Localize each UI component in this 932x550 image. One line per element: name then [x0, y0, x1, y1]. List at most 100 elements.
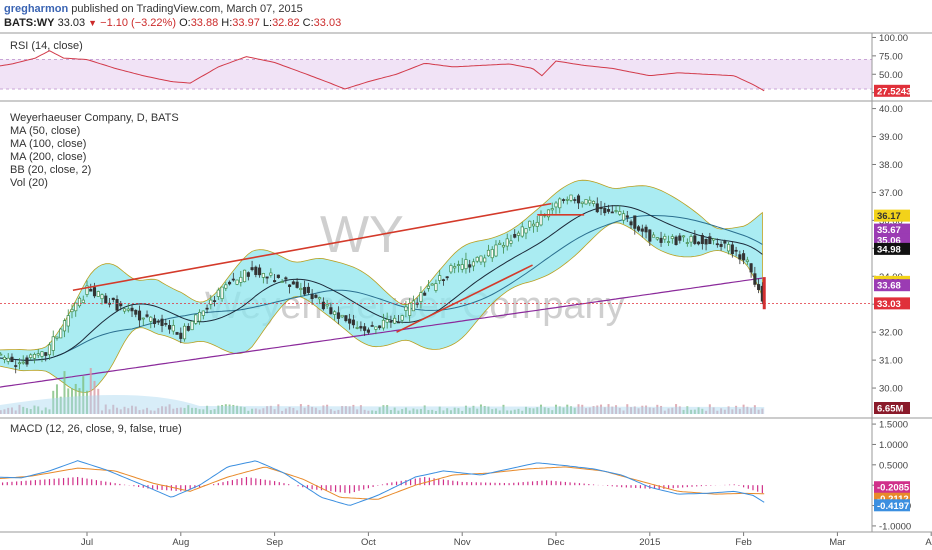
volume-bar [630, 407, 633, 414]
volume-bar [70, 388, 73, 414]
symbol[interactable]: BATS:WY [4, 17, 55, 29]
macd-tag-text: -0.4197 [877, 501, 909, 512]
volume-bar [645, 405, 648, 414]
volume-bar [303, 407, 306, 414]
candle [599, 206, 603, 210]
candle [295, 281, 299, 288]
candle [456, 264, 460, 266]
volume-bar [491, 409, 494, 414]
volume-bar [528, 407, 531, 414]
candle [411, 300, 415, 312]
volume-bar [359, 405, 362, 414]
candle [730, 244, 734, 255]
volume-bar [562, 407, 565, 414]
volume-tag-text: 6.65M [877, 404, 903, 415]
candle [550, 208, 554, 211]
volume-bar [761, 408, 764, 414]
candle [183, 325, 187, 340]
candle [659, 237, 663, 243]
volume-bar [641, 405, 644, 414]
rsi-band [0, 59, 872, 89]
volume-bar [701, 408, 704, 414]
volume-bar [502, 404, 505, 414]
macd-axis-tick-label: 1.0000 [879, 440, 908, 451]
candle [400, 315, 404, 321]
volume-bar [476, 408, 479, 414]
author-link[interactable]: gregharmon [4, 3, 69, 15]
candle [719, 244, 723, 247]
volume-bar [333, 410, 336, 414]
volume-bar [697, 407, 700, 414]
volume-bar [667, 408, 670, 414]
volume-bar [134, 406, 137, 414]
last-price: 33.03 [57, 17, 86, 29]
volume-bar [603, 407, 606, 414]
volume-bar [431, 409, 434, 414]
time-tick-label: Mar [829, 537, 845, 548]
price-axis-tick-label: 32.00 [879, 328, 903, 339]
volume-tag-bg [874, 402, 910, 414]
candle [704, 238, 708, 245]
candle [385, 319, 389, 323]
candle [535, 221, 539, 227]
volume-bar [344, 406, 347, 414]
ma50-line [0, 205, 763, 361]
quote-bar: BATS:WY 33.03 ▼ −1.10 (−3.22%) O:33.88 H… [4, 16, 341, 30]
volume-bar [78, 388, 81, 414]
candle [355, 327, 359, 329]
candle [423, 292, 427, 296]
candle [70, 308, 74, 313]
candle [145, 314, 149, 317]
candle [17, 362, 22, 365]
volume-bar [656, 404, 659, 414]
close-label: C: [302, 17, 314, 29]
rsi-title: RSI (14, close) [10, 40, 83, 52]
candle [366, 329, 370, 333]
candle [333, 311, 337, 315]
candle [89, 288, 93, 292]
candle [404, 306, 408, 311]
macd-axis-tick-label: -1.0000 [879, 521, 911, 532]
volume-bar [10, 407, 13, 414]
volume-bar [389, 409, 392, 414]
volume-bar [753, 405, 756, 414]
macd-line [0, 460, 765, 506]
candle [438, 275, 442, 281]
volume-bar [44, 407, 47, 414]
candle [2, 356, 7, 360]
volume-bar [663, 410, 666, 414]
candle [85, 285, 89, 295]
volume-bar [498, 410, 501, 414]
volume-bar [570, 406, 573, 414]
candle [29, 354, 33, 358]
volume-bar [153, 410, 156, 414]
volume-bar [22, 406, 25, 414]
volume-bar [622, 410, 625, 414]
candle [186, 326, 190, 331]
candle [74, 302, 78, 312]
volume-bar [40, 410, 43, 414]
volume-bar [675, 404, 678, 414]
candle [644, 226, 648, 233]
volume-bar [206, 405, 209, 414]
volume-bar [284, 408, 287, 414]
candle [520, 226, 524, 237]
volume-bar [393, 407, 396, 414]
candle [749, 263, 753, 273]
candle [265, 276, 269, 279]
volume-bar [123, 406, 126, 414]
time-tick-label: Nov [454, 537, 471, 548]
volume-bar [660, 405, 663, 414]
volume-bar [453, 407, 456, 414]
volume-bar [573, 407, 576, 414]
candle [179, 332, 183, 339]
candle [137, 310, 142, 321]
candle [175, 332, 179, 335]
volume-bar [157, 408, 160, 414]
candle [393, 317, 397, 324]
candle [633, 215, 637, 229]
candle [614, 210, 618, 212]
candle [77, 297, 82, 307]
candle [640, 228, 644, 232]
